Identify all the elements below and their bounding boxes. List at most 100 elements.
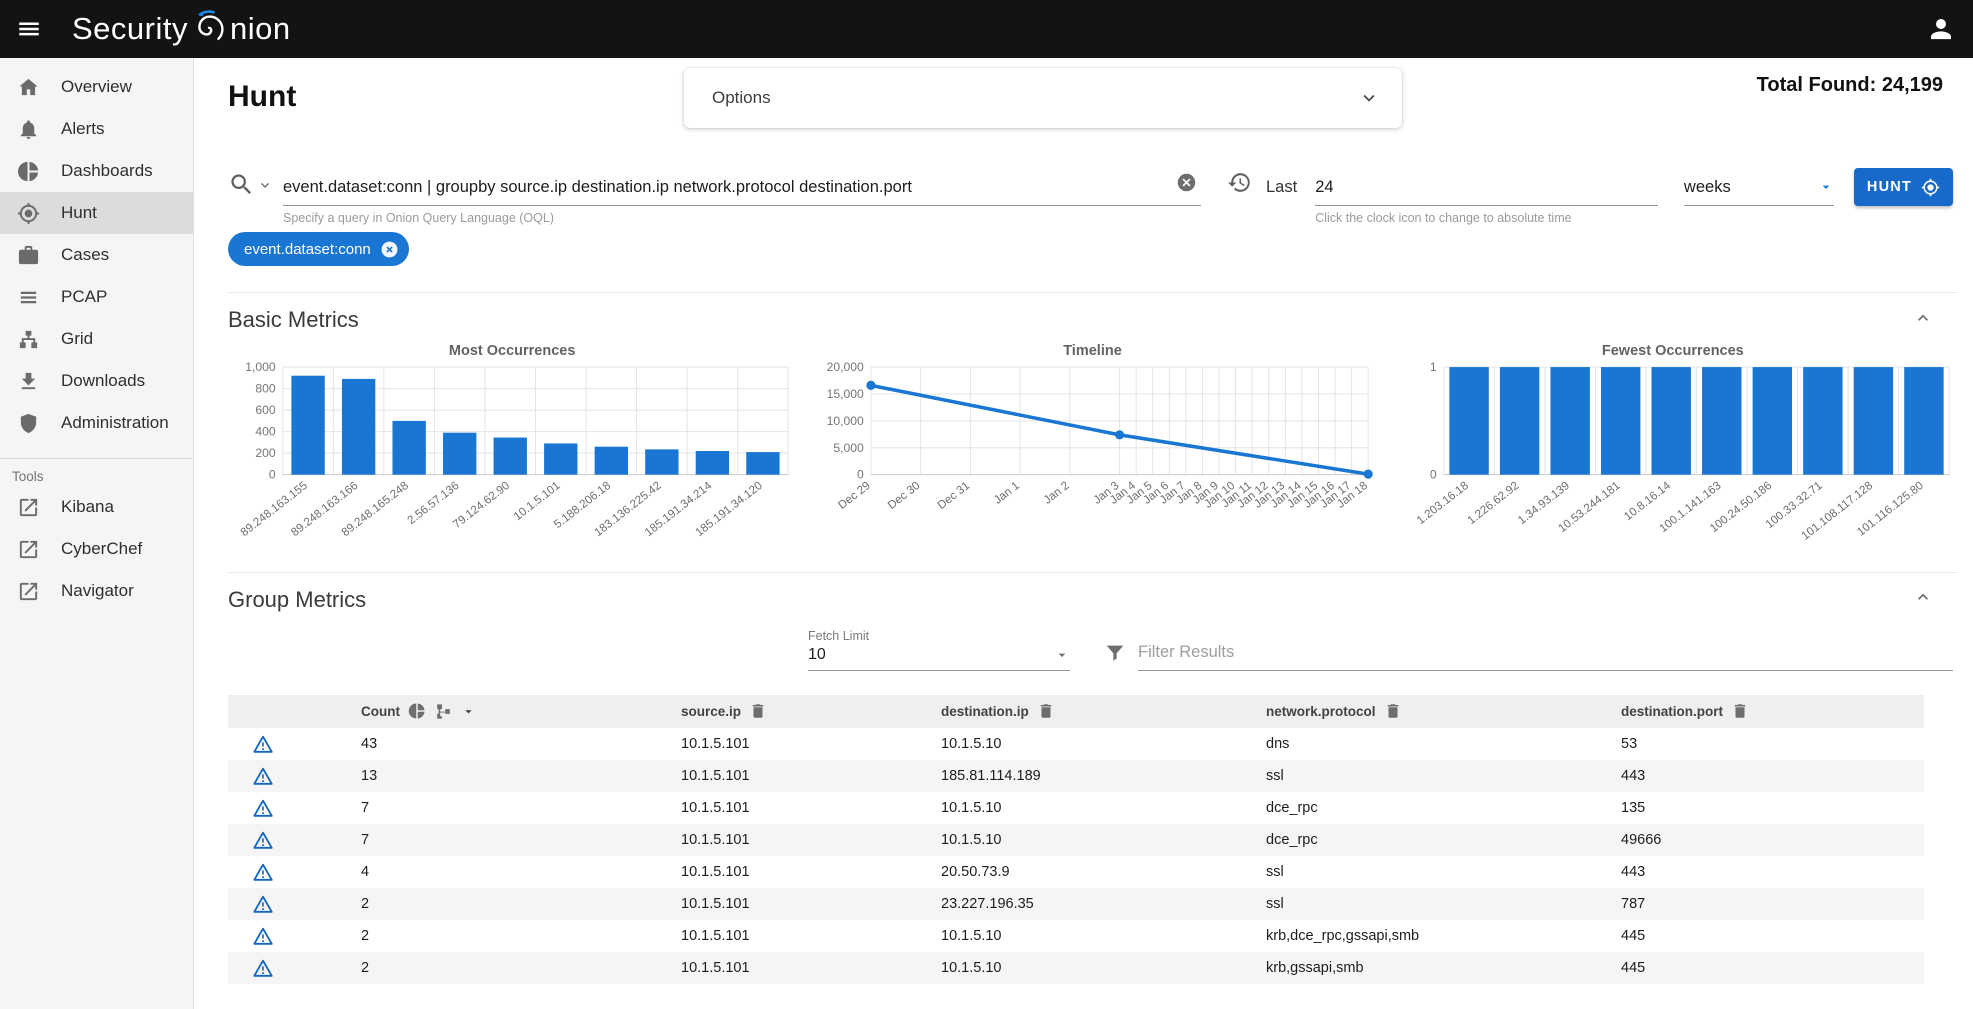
row-actions-button[interactable] xyxy=(252,925,274,947)
cell-count: 13 xyxy=(351,768,671,784)
sidebar-item-overview[interactable]: Overview xyxy=(0,66,193,108)
chip-close-icon[interactable] xyxy=(380,240,399,259)
user-menu-button[interactable] xyxy=(1909,16,1973,42)
query-templates-caret-icon[interactable] xyxy=(257,177,273,193)
list-icon xyxy=(17,286,40,309)
fewest-occurrences-chart[interactable]: 011.203.16.181.226.62.921.34.93.13910.53… xyxy=(1389,361,1957,564)
sidebar-item-label: Administration xyxy=(61,413,169,433)
sidebar-item-hunt[interactable]: Hunt xyxy=(0,192,193,234)
cell-destination-port: 445 xyxy=(1611,928,1924,944)
row-actions-button[interactable] xyxy=(252,957,274,979)
filter-results-input[interactable] xyxy=(1138,637,1953,671)
table-row[interactable]: 210.1.5.10123.227.196.35ssl787 xyxy=(228,888,1924,920)
svg-text:400: 400 xyxy=(255,425,276,439)
trash-icon[interactable] xyxy=(1384,702,1402,720)
search-icon[interactable] xyxy=(228,171,255,198)
sidebar-item-label: CyberChef xyxy=(61,539,142,559)
onion-spiral-icon xyxy=(189,9,229,49)
sidebar-tool-navigator[interactable]: Navigator xyxy=(0,570,193,612)
shield-icon xyxy=(17,412,40,435)
query-input[interactable] xyxy=(283,172,1201,206)
sidebar-item-dashboards[interactable]: Dashboards xyxy=(0,150,193,192)
chart-title: Most Occurrences xyxy=(228,343,796,361)
table-row[interactable]: 710.1.5.10110.1.5.10dce_rpc135 xyxy=(228,792,1924,824)
table-body: 4310.1.5.10110.1.5.10dns531310.1.5.10118… xyxy=(228,728,1924,984)
crosshair-icon xyxy=(17,202,40,225)
most-occurrences-chart[interactable]: 02004006008001,00089.248.163.15589.248.1… xyxy=(228,361,796,564)
circle-x-icon xyxy=(1176,172,1197,193)
cell-count: 2 xyxy=(351,928,671,944)
chart-fewest-occurrences: Fewest Occurrences 011.203.16.181.226.62… xyxy=(1389,343,1957,564)
chevron-up-icon xyxy=(1913,587,1933,607)
sidebar-tool-cyberchef[interactable]: CyberChef xyxy=(0,528,193,570)
svg-text:1.226.62.92: 1.226.62.92 xyxy=(1465,479,1522,527)
total-found-label: Total Found: 24,199 xyxy=(1757,74,1943,97)
table-row[interactable]: 1310.1.5.101185.81.114.189ssl443 xyxy=(228,760,1924,792)
cell-destination-port: 135 xyxy=(1611,800,1924,816)
basic-metrics-collapse-button[interactable] xyxy=(1913,308,1933,333)
sidebar-tool-kibana[interactable]: Kibana xyxy=(0,486,193,528)
cell-count: 7 xyxy=(351,800,671,816)
cell-destination-ip: 23.227.196.35 xyxy=(931,896,1256,912)
sidebar-item-label: Overview xyxy=(61,77,132,97)
warning-triangle-icon xyxy=(252,733,274,755)
row-actions-button[interactable] xyxy=(252,861,274,883)
sidebar-item-alerts[interactable]: Alerts xyxy=(0,108,193,150)
cell-count: 2 xyxy=(351,960,671,976)
sidebar-item-label: Navigator xyxy=(61,581,134,601)
time-value-input[interactable] xyxy=(1315,172,1658,206)
sidebar-item-pcap[interactable]: PCAP xyxy=(0,276,193,318)
table-header-source-ip[interactable]: source.ip xyxy=(671,702,931,720)
cell-network-protocol: krb,gssapi,smb xyxy=(1256,960,1611,976)
row-actions-button[interactable] xyxy=(252,797,274,819)
row-actions-button[interactable] xyxy=(252,829,274,851)
sidebar-item-administration[interactable]: Administration xyxy=(0,402,193,444)
fetch-limit-select[interactable]: Fetch Limit 10 xyxy=(808,629,1070,671)
timeline-chart[interactable]: 05,00010,00015,00020,000Dec 29Dec 30Dec … xyxy=(808,361,1376,564)
table-row[interactable]: 410.1.5.10120.50.73.9ssl443 xyxy=(228,856,1924,888)
table-header-count[interactable]: Count xyxy=(351,702,671,721)
sidebar-item-downloads[interactable]: Downloads xyxy=(0,360,193,402)
cell-count: 4 xyxy=(351,864,671,880)
table-header-destination-port[interactable]: destination.port xyxy=(1611,702,1924,720)
table-header-destination-ip[interactable]: destination.ip xyxy=(931,702,1256,720)
bell-icon xyxy=(17,118,40,141)
table-header-network-protocol[interactable]: network.protocol xyxy=(1256,702,1611,720)
chevron-up-icon xyxy=(1913,308,1933,328)
clear-query-button[interactable] xyxy=(1176,172,1197,198)
trash-icon[interactable] xyxy=(1731,702,1749,720)
sidebar-item-grid[interactable]: Grid xyxy=(0,318,193,360)
row-actions-button[interactable] xyxy=(252,765,274,787)
filter-chip[interactable]: event.dataset:conn xyxy=(228,232,409,266)
menu-button[interactable] xyxy=(0,16,58,42)
cell-network-protocol: ssl xyxy=(1256,896,1611,912)
sidebar-item-cases[interactable]: Cases xyxy=(0,234,193,276)
time-history-button[interactable] xyxy=(1227,170,1252,200)
group-by-icon[interactable] xyxy=(434,702,453,721)
table-row[interactable]: 210.1.5.10110.1.5.10krb,gssapi,smb445 xyxy=(228,952,1924,984)
time-unit-select[interactable]: weeks xyxy=(1684,172,1834,206)
cell-count: 2 xyxy=(351,896,671,912)
trash-icon[interactable] xyxy=(749,702,767,720)
row-actions-button[interactable] xyxy=(252,893,274,915)
warning-triangle-icon xyxy=(252,861,274,883)
svg-text:Jan 1: Jan 1 xyxy=(992,479,1022,507)
row-actions-button[interactable] xyxy=(252,733,274,755)
options-panel-toggle[interactable]: Options xyxy=(684,68,1402,128)
table-row[interactable]: 4310.1.5.10110.1.5.10dns53 xyxy=(228,728,1924,760)
sidebar-item-label: Kibana xyxy=(61,497,114,517)
table-row[interactable]: 710.1.5.10110.1.5.10dce_rpc49666 xyxy=(228,824,1924,856)
pie-chart-icon[interactable] xyxy=(408,702,426,720)
svg-text:5,000: 5,000 xyxy=(834,441,865,455)
group-metrics-collapse-button[interactable] xyxy=(1913,587,1933,612)
table-row[interactable]: 210.1.5.10110.1.5.10krb,dce_rpc,gssapi,s… xyxy=(228,920,1924,952)
sidebar-item-label: Downloads xyxy=(61,371,145,391)
sidebar-item-label: Hunt xyxy=(61,203,97,223)
hunt-button[interactable]: HUNT xyxy=(1854,168,1953,206)
tools-section-label: Tools xyxy=(12,469,193,484)
svg-text:200: 200 xyxy=(255,446,276,460)
trash-icon[interactable] xyxy=(1037,702,1055,720)
caret-down-icon[interactable] xyxy=(461,704,476,719)
cell-destination-ip: 10.1.5.10 xyxy=(931,832,1256,848)
time-unit-value: weeks xyxy=(1684,172,1818,205)
